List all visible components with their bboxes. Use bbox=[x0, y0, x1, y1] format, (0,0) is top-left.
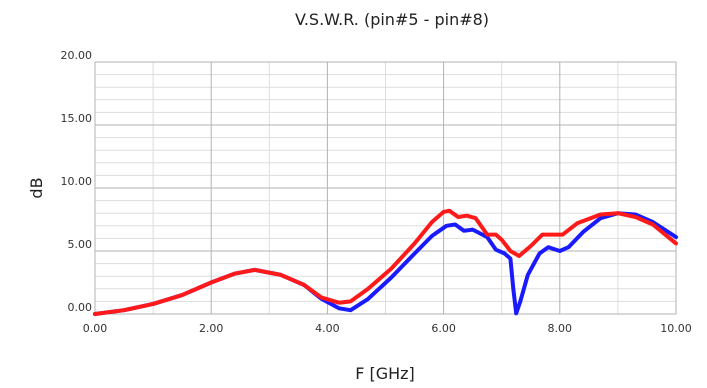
y-tick-label: 5.00 bbox=[68, 238, 93, 251]
grid-major bbox=[94, 61, 677, 315]
x-tick-label: 10.00 bbox=[660, 322, 692, 335]
y-tick-label: 20.00 bbox=[61, 49, 93, 62]
x-tick-label: 2.00 bbox=[199, 322, 224, 335]
y-tick-labels: 0.00 5.00 10.00 15.00 20.00 bbox=[61, 49, 93, 314]
x-tick-label: 4.00 bbox=[315, 322, 340, 335]
x-tick-label: 6.00 bbox=[431, 322, 456, 335]
x-tick-label: 8.00 bbox=[548, 322, 573, 335]
y-tick-label: 15.00 bbox=[61, 112, 93, 125]
series-line-red bbox=[93, 208, 678, 316]
y-tick-label: 0.00 bbox=[68, 301, 93, 314]
series-lines bbox=[93, 208, 678, 316]
x-axis-label: F [GHz] bbox=[355, 364, 415, 383]
y-tick-label: 10.00 bbox=[61, 175, 93, 188]
grid-minor bbox=[95, 62, 676, 314]
chart-title: V.S.W.R. (pin#5 - pin#8) bbox=[295, 10, 489, 29]
x-tick-label: 0.00 bbox=[83, 322, 108, 335]
x-tick-labels: 0.00 2.00 4.00 6.00 8.00 10.00 bbox=[83, 322, 692, 335]
y-axis-label: dB bbox=[27, 177, 46, 198]
